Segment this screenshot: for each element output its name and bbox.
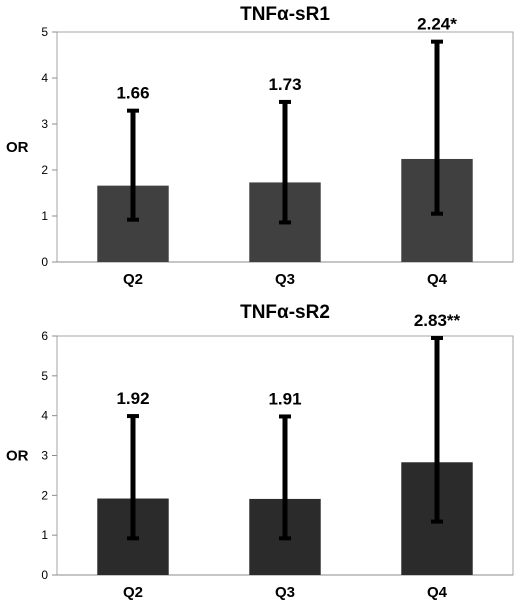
category-label-q3: Q3	[275, 271, 295, 288]
data-label-q4: 2.24*	[417, 15, 457, 34]
category-label-q3: Q3	[275, 584, 295, 601]
y-tick-label: 3	[41, 449, 48, 463]
y-axis-label: OR	[6, 448, 29, 465]
chart-title: TNFα-sR1	[240, 4, 330, 25]
y-tick-label: 5	[41, 369, 48, 383]
y-tick-label: 2	[41, 163, 48, 177]
category-label-q4: Q4	[427, 271, 448, 288]
y-tick-label: 4	[41, 71, 48, 85]
data-label-q2: 1.66	[116, 84, 149, 103]
y-tick-label: 1	[41, 528, 48, 542]
chart-tnfa-sr2: TNFα-sR2 OR 0 1 2 3 4 5 6 1.92 Q2 1.91 Q3 2.83** Q4	[6, 302, 514, 601]
y-tick-label: 4	[41, 409, 48, 423]
category-label-q2: Q2	[123, 271, 143, 288]
data-label-q2: 1.92	[116, 389, 149, 408]
y-tick-label: 0	[41, 568, 48, 582]
category-label-q4: Q4	[427, 584, 448, 601]
data-label-q3: 1.91	[268, 389, 301, 408]
y-tick-label: 0	[41, 255, 48, 269]
category-label-q2: Q2	[123, 584, 143, 601]
y-tick-label: 1	[41, 209, 48, 223]
y-axis-label: OR	[6, 139, 29, 156]
y-tick-label: 2	[41, 488, 48, 502]
y-tick-label: 3	[41, 117, 48, 131]
y-tick-label: 5	[41, 25, 48, 39]
chart-tnfa-sr1: TNFα-sR1 OR 0 1 2 3 4 5 1.66 Q2 1.73 Q3 2.24* Q4	[6, 4, 514, 288]
data-label-q4: 2.83**	[414, 311, 461, 330]
y-tick-label: 6	[41, 329, 48, 343]
chart-title: TNFα-sR2	[240, 302, 330, 323]
data-label-q3: 1.73	[268, 75, 301, 94]
